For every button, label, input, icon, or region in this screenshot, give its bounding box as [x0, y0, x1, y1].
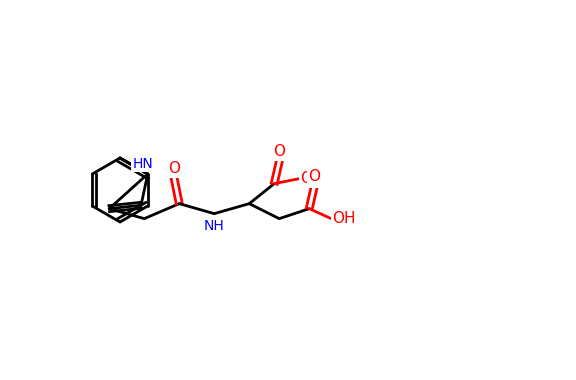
Text: NH: NH — [204, 218, 225, 233]
Text: O: O — [168, 161, 180, 176]
Text: HN: HN — [132, 157, 153, 171]
Text: O: O — [273, 144, 285, 159]
Text: O: O — [308, 169, 320, 184]
Text: OH: OH — [301, 171, 324, 186]
Text: OH: OH — [332, 211, 356, 226]
